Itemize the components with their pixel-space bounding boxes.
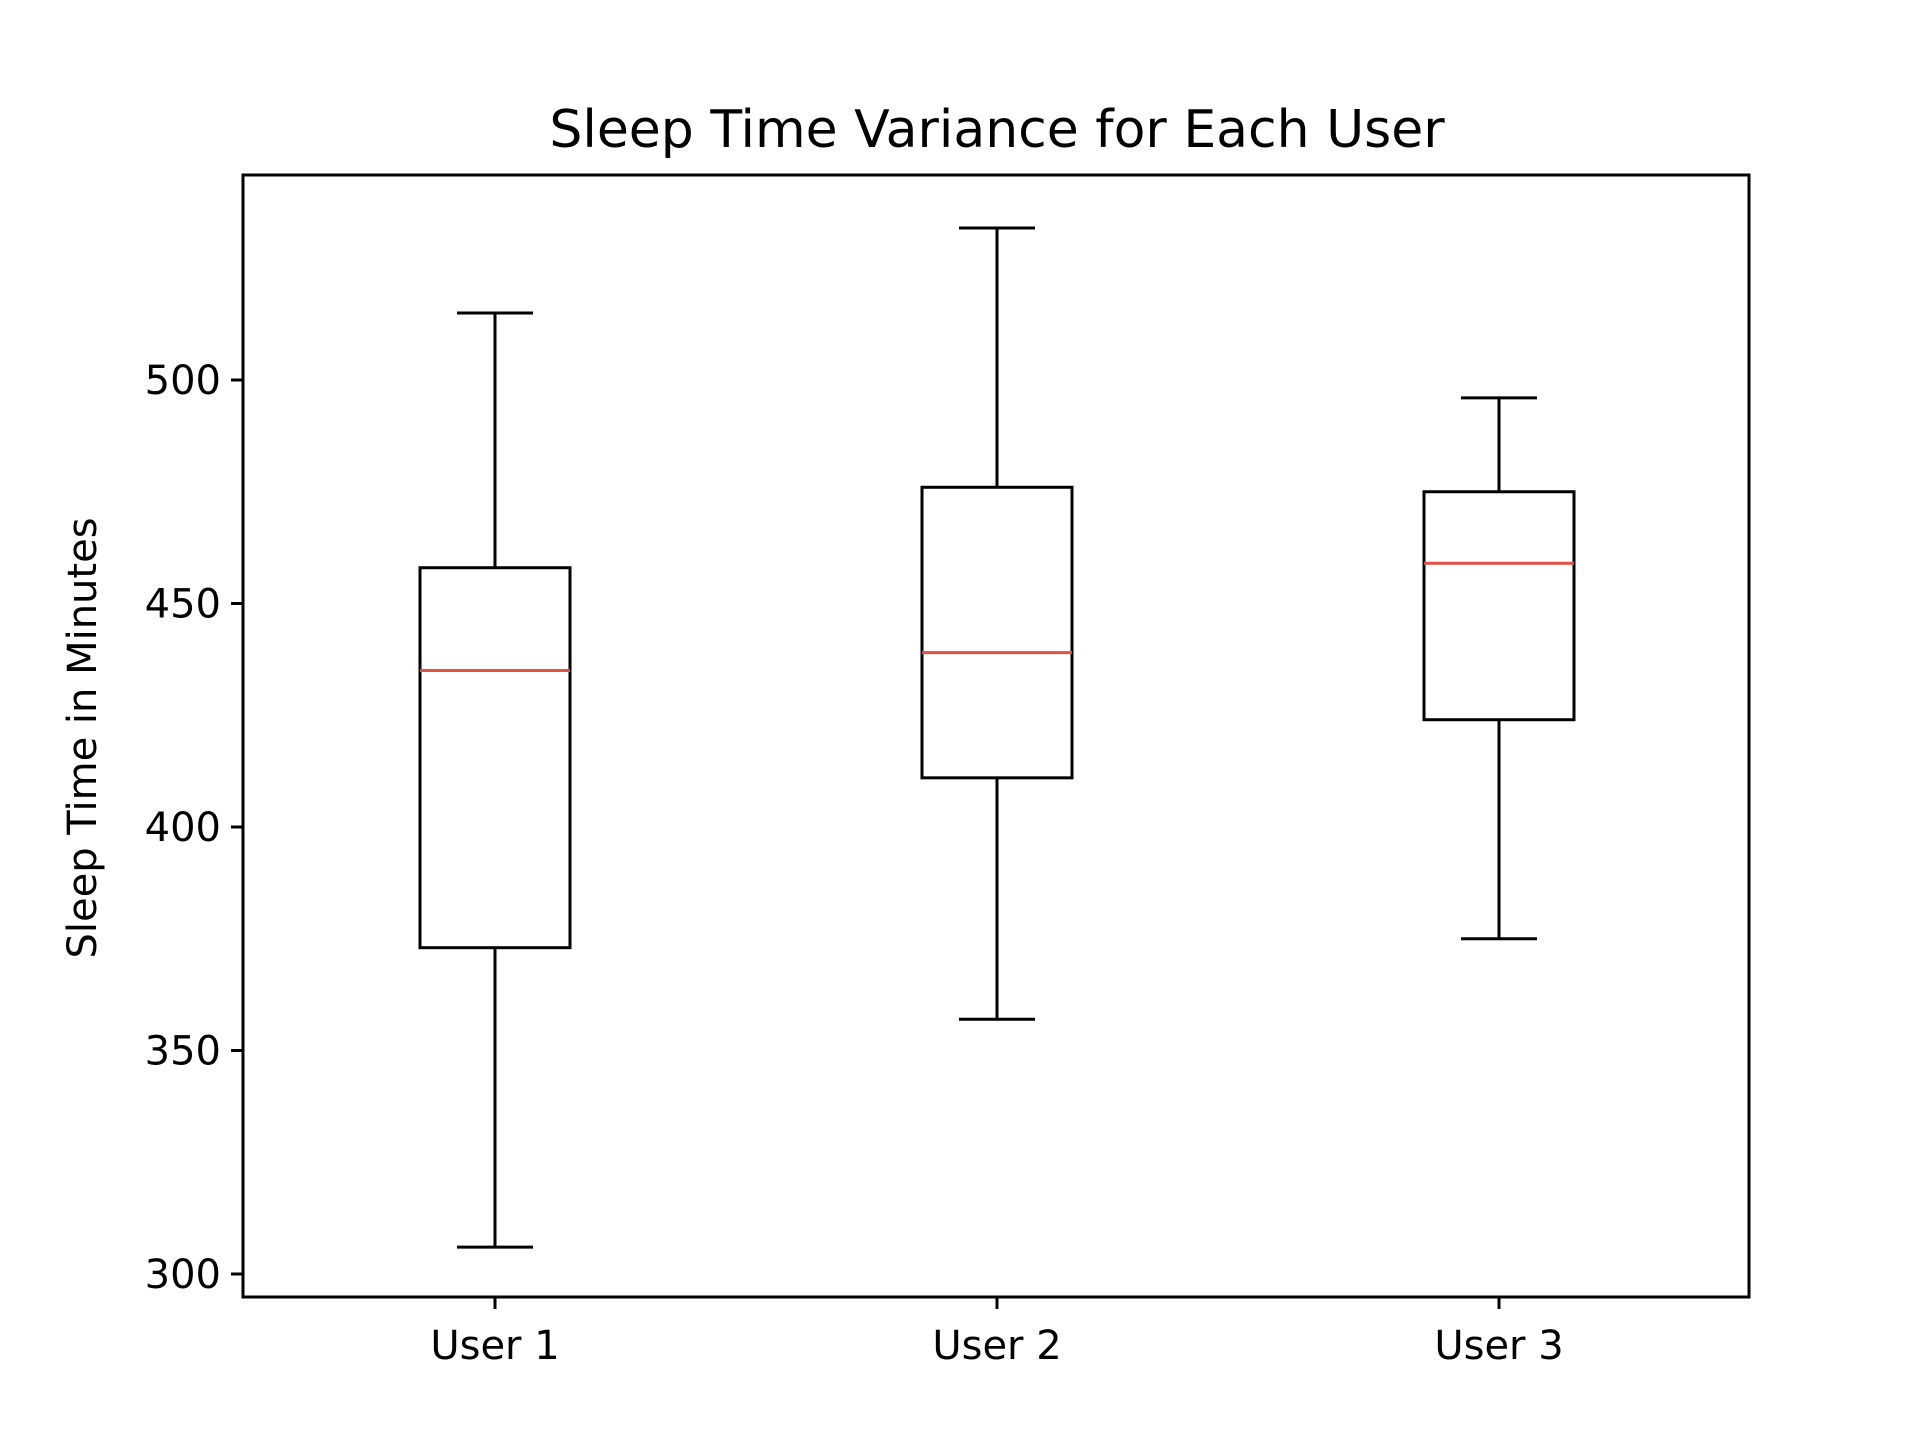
y-tick-label: 500 xyxy=(145,358,221,404)
y-tick-label: 400 xyxy=(145,805,221,851)
y-tick-label: 450 xyxy=(145,582,221,628)
y-tick-label: 350 xyxy=(145,1029,221,1075)
box-3 xyxy=(1422,396,1576,941)
x-tick-label: User 1 xyxy=(430,1323,559,1369)
y-axis-label: Sleep Time in Minutes xyxy=(60,517,106,958)
iqr-box xyxy=(418,566,572,950)
chart-title: Sleep Time Variance for Each User xyxy=(549,100,1445,160)
iqr-box xyxy=(920,485,1074,780)
iqr-box xyxy=(1422,490,1576,722)
box-2 xyxy=(920,226,1074,1021)
y-tick-label: 300 xyxy=(145,1252,221,1298)
x-tick-label: User 3 xyxy=(1434,1323,1563,1369)
box-1 xyxy=(418,311,572,1249)
plot-area xyxy=(418,226,1576,1249)
plot-frame xyxy=(241,173,1751,1299)
x-tick-label: User 2 xyxy=(932,1323,1061,1369)
x-axis: User 1 User 2 User 3 xyxy=(430,1297,1564,1369)
y-axis: 300 350 400 450 500 xyxy=(145,358,243,1298)
